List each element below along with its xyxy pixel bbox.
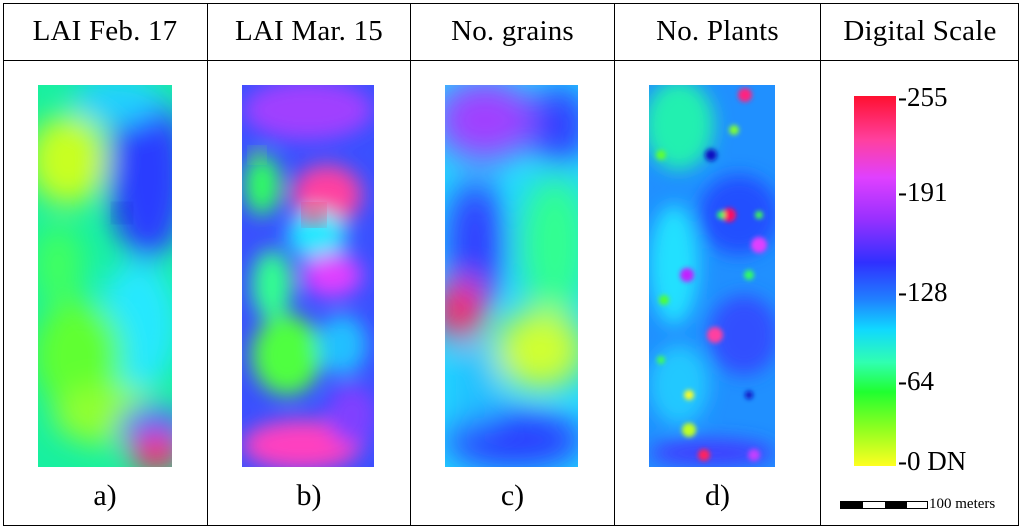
header-divider bbox=[3, 60, 1019, 61]
digital-scale-colorbar bbox=[854, 96, 896, 466]
column-divider-1 bbox=[207, 3, 208, 526]
map-lai-feb bbox=[38, 85, 172, 467]
header-lai-mar: LAI Mar. 15 bbox=[235, 15, 383, 47]
column-divider-4 bbox=[820, 3, 821, 526]
column-divider-3 bbox=[614, 3, 615, 526]
header-digital-scale: Digital Scale bbox=[843, 15, 997, 47]
caption-d: d) bbox=[705, 479, 730, 512]
distance-scale-bar bbox=[840, 501, 928, 509]
header-no-plants: No. Plants bbox=[656, 15, 779, 47]
scale-tick-255: -255 bbox=[898, 82, 948, 112]
scale-tick-64: -64 bbox=[898, 366, 934, 396]
map-lai-mar bbox=[242, 85, 374, 467]
scale-tick-128: -128 bbox=[898, 277, 948, 307]
caption-c: c) bbox=[500, 479, 525, 512]
column-divider-2 bbox=[410, 3, 411, 526]
caption-b: b) bbox=[296, 479, 322, 512]
map-no-plants bbox=[649, 85, 775, 467]
header-lai-feb: LAI Feb. 17 bbox=[32, 15, 178, 47]
figure-frame bbox=[3, 3, 1019, 526]
scale-tick-0: -0 DN bbox=[898, 446, 967, 476]
scale-tick-191: -191 bbox=[898, 177, 948, 207]
distance-scale-label: 100 meters bbox=[929, 496, 996, 512]
map-no-grains bbox=[445, 85, 578, 467]
caption-a: a) bbox=[93, 479, 117, 512]
header-no-grains: No. grains bbox=[451, 15, 574, 47]
